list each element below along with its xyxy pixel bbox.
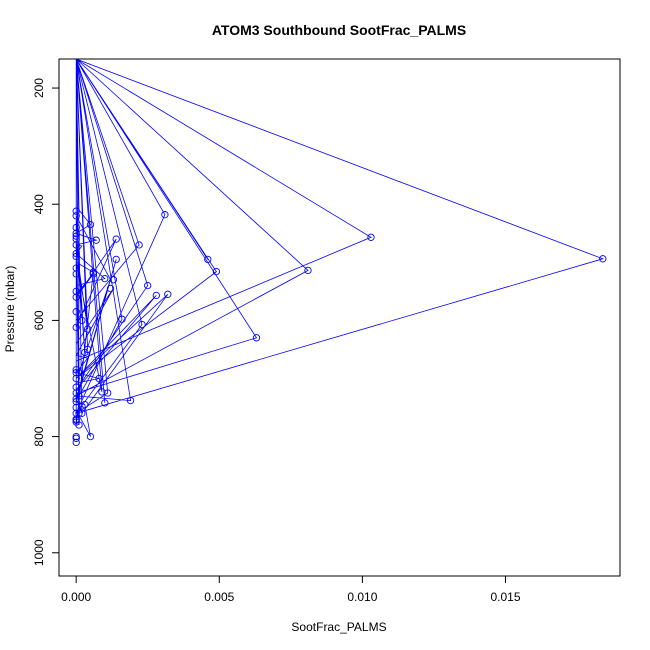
data-point: [109, 276, 118, 284]
data-point: [75, 421, 83, 429]
data-point: [72, 438, 80, 447]
data-point: [92, 236, 100, 244]
data-point: [126, 396, 135, 405]
data-point: [98, 388, 106, 396]
x-tick-label: 0.005: [204, 590, 234, 604]
data-point: [72, 270, 80, 278]
data-point: [78, 409, 86, 417]
data-point: [86, 220, 95, 229]
x-axis: 0.000 0.005 0.010 0.015: [61, 576, 521, 604]
data-point: [72, 369, 80, 377]
profile-lines: [75, 59, 605, 437]
data-point: [72, 293, 80, 301]
x-tick-label: 0.000: [61, 590, 91, 604]
data-point: [72, 249, 80, 258]
data-point: [75, 369, 83, 377]
y-axis-label: Pressure (mbar): [3, 266, 17, 353]
data-point: [144, 281, 152, 290]
data-point: [204, 255, 212, 264]
data-point: [72, 403, 80, 412]
data-point: [72, 398, 80, 406]
data-point: [112, 255, 120, 264]
data-point: [81, 400, 89, 409]
data-point: [72, 241, 80, 249]
data-point: [86, 432, 95, 441]
data-point: [72, 409, 80, 417]
y-tick-label: 400: [32, 194, 46, 214]
data-point: [78, 316, 86, 325]
data-point: [72, 212, 80, 220]
data-point: [101, 399, 109, 407]
data-point: [161, 211, 169, 219]
y-tick-label: 1000: [32, 539, 46, 566]
data-point: [95, 374, 103, 383]
data-point: [72, 252, 80, 261]
data-point: [89, 270, 97, 278]
x-tick-label: 0.015: [490, 590, 520, 604]
data-point: [72, 434, 80, 442]
x-axis-label: SootFrac_PALMS: [291, 620, 386, 634]
data-point: [138, 320, 146, 329]
data-point: [72, 223, 80, 232]
data-points: [72, 207, 607, 447]
data-point: [152, 291, 160, 300]
y-tick-label: 800: [32, 426, 46, 446]
data-point: [118, 315, 126, 323]
data-point: [135, 241, 143, 249]
data-point: [212, 267, 221, 276]
plot-frame: [58, 58, 621, 577]
data-point: [72, 207, 80, 215]
data-point: [104, 389, 112, 397]
data-point: [83, 345, 92, 354]
data-point: [72, 287, 80, 296]
y-tick-label: 600: [32, 310, 46, 330]
data-point: [101, 274, 109, 283]
data-point: [72, 264, 80, 272]
data-point: [367, 233, 375, 241]
data-point: [304, 266, 312, 275]
data-point: [72, 308, 80, 316]
data-point: [72, 235, 80, 243]
y-tick-label: 200: [32, 78, 46, 98]
x-tick-label: 0.010: [347, 590, 377, 604]
data-point: [72, 383, 80, 391]
data-point: [83, 325, 92, 333]
data-point: [164, 290, 172, 298]
data-point: [72, 232, 80, 240]
data-point: [75, 409, 83, 417]
chart-title: ATOM3 Southbound SootFrac_PALMS: [212, 22, 466, 38]
y-axis: 200 400 600 800 1000: [32, 78, 59, 566]
series-line: [75, 59, 605, 437]
data-point: [112, 235, 120, 243]
data-point: [599, 255, 607, 263]
data-point: [75, 392, 83, 400]
data-point: [72, 229, 80, 237]
data-point: [106, 284, 115, 293]
data-point: [72, 374, 80, 383]
data-point: [72, 323, 80, 332]
data-point: [252, 334, 261, 342]
